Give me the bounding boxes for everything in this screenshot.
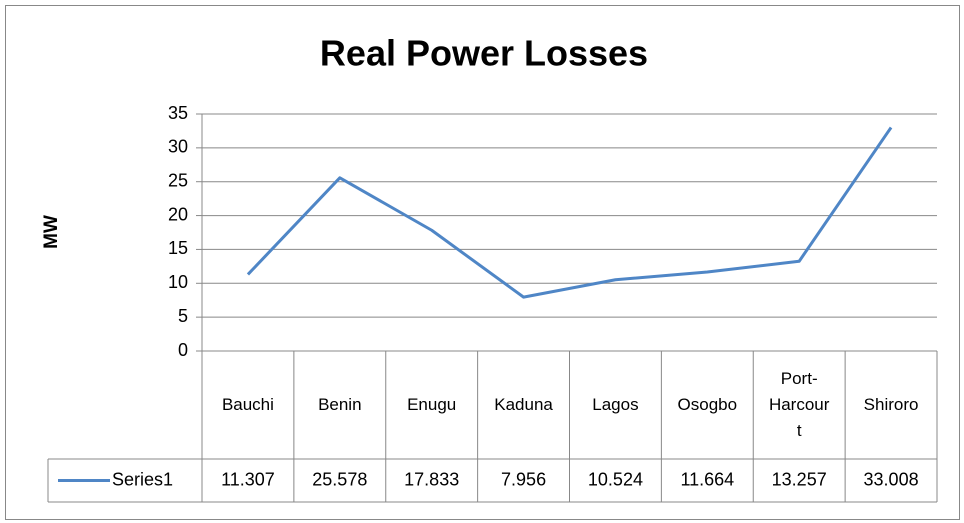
y-tick-label: 25 [168,170,188,190]
y-tick-label: 15 [168,238,188,258]
x-tick-label: Shiroro [863,395,919,414]
x-tick-label: Bauchi [221,395,274,414]
y-tick-label: 20 [168,204,188,224]
x-tick-label: Enugu [407,395,457,414]
data-table-value: 7.956 [501,469,546,489]
y-tick-label: 10 [168,272,188,292]
data-table-value: 11.664 [680,469,734,489]
legend-label: Series1 [112,469,173,489]
y-tick-label: 5 [178,306,188,326]
x-tick-label: Lagos [592,395,639,414]
data-table-value: 25.578 [312,469,367,489]
y-tick-label: 30 [168,137,188,157]
x-tick-label: Port-Harcourt [768,369,830,440]
chart-border [5,5,960,520]
y-axis-label: MW [41,215,62,249]
y-tick-label: 35 [168,103,188,123]
y-tick-label: 0 [178,340,188,360]
chart-title: Real Power Losses [320,33,648,74]
x-tick-label: Kaduna [494,395,553,414]
series-line [246,126,893,299]
x-tick-label: Benin [318,395,362,414]
data-table-value: 13.257 [772,469,827,489]
data-table-value: 33.008 [864,469,919,489]
x-tick-label: Osogbo [677,395,738,414]
data-table-value: 11.307 [221,469,275,489]
data-table-value: 10.524 [588,469,643,489]
data-table-value: 17.833 [404,469,459,489]
